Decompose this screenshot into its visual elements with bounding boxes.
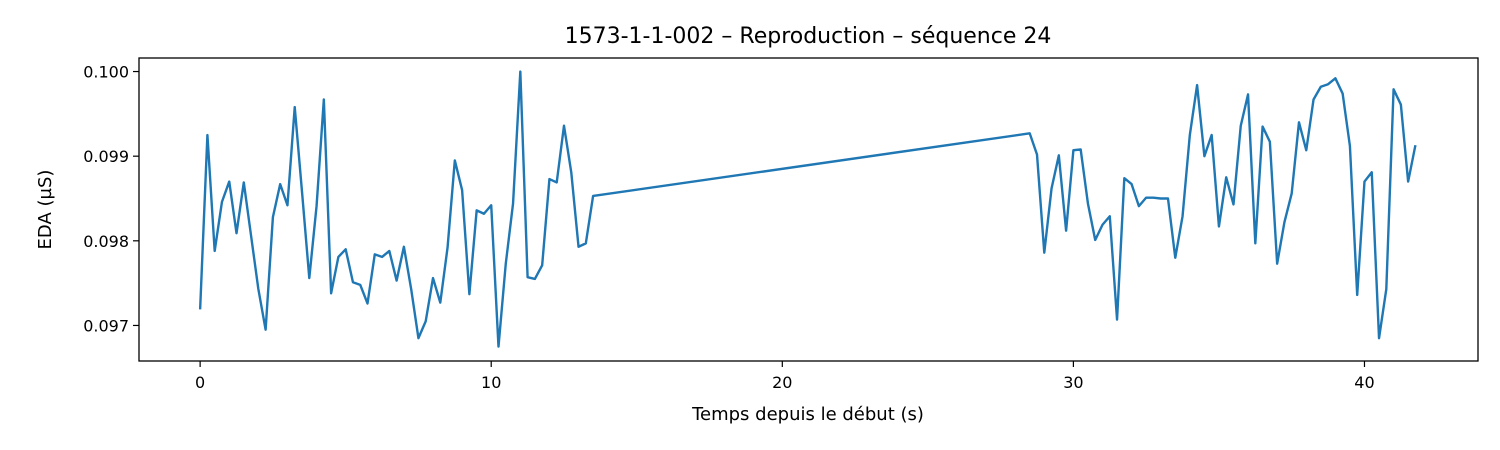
- x-tick-label: 0: [195, 373, 205, 392]
- eda-series-line: [198, 70, 1417, 348]
- plot-frame: [138, 57, 1479, 362]
- y-axis-label: EDA (µS): [35, 170, 56, 250]
- y-tick-label: 0.100: [83, 63, 129, 82]
- x-axis: 0 10 20 30 40: [195, 361, 1375, 392]
- chart-title: 1573-1-1-002 – Reproduction – séquence 2…: [565, 24, 1052, 49]
- y-axis: 0.097 0.098 0.099 0.100: [83, 63, 139, 335]
- y-tick-label: 0.098: [83, 232, 129, 251]
- plot-area: [198, 70, 1417, 348]
- x-tick-label: 20: [772, 373, 792, 392]
- x-tick-label: 30: [1063, 373, 1083, 392]
- y-tick-label: 0.099: [83, 147, 129, 166]
- x-tick-label: 40: [1354, 373, 1374, 392]
- x-axis-label: Temps depuis le début (s): [691, 404, 924, 425]
- y-tick-label: 0.097: [83, 316, 129, 335]
- x-tick-label: 10: [481, 373, 501, 392]
